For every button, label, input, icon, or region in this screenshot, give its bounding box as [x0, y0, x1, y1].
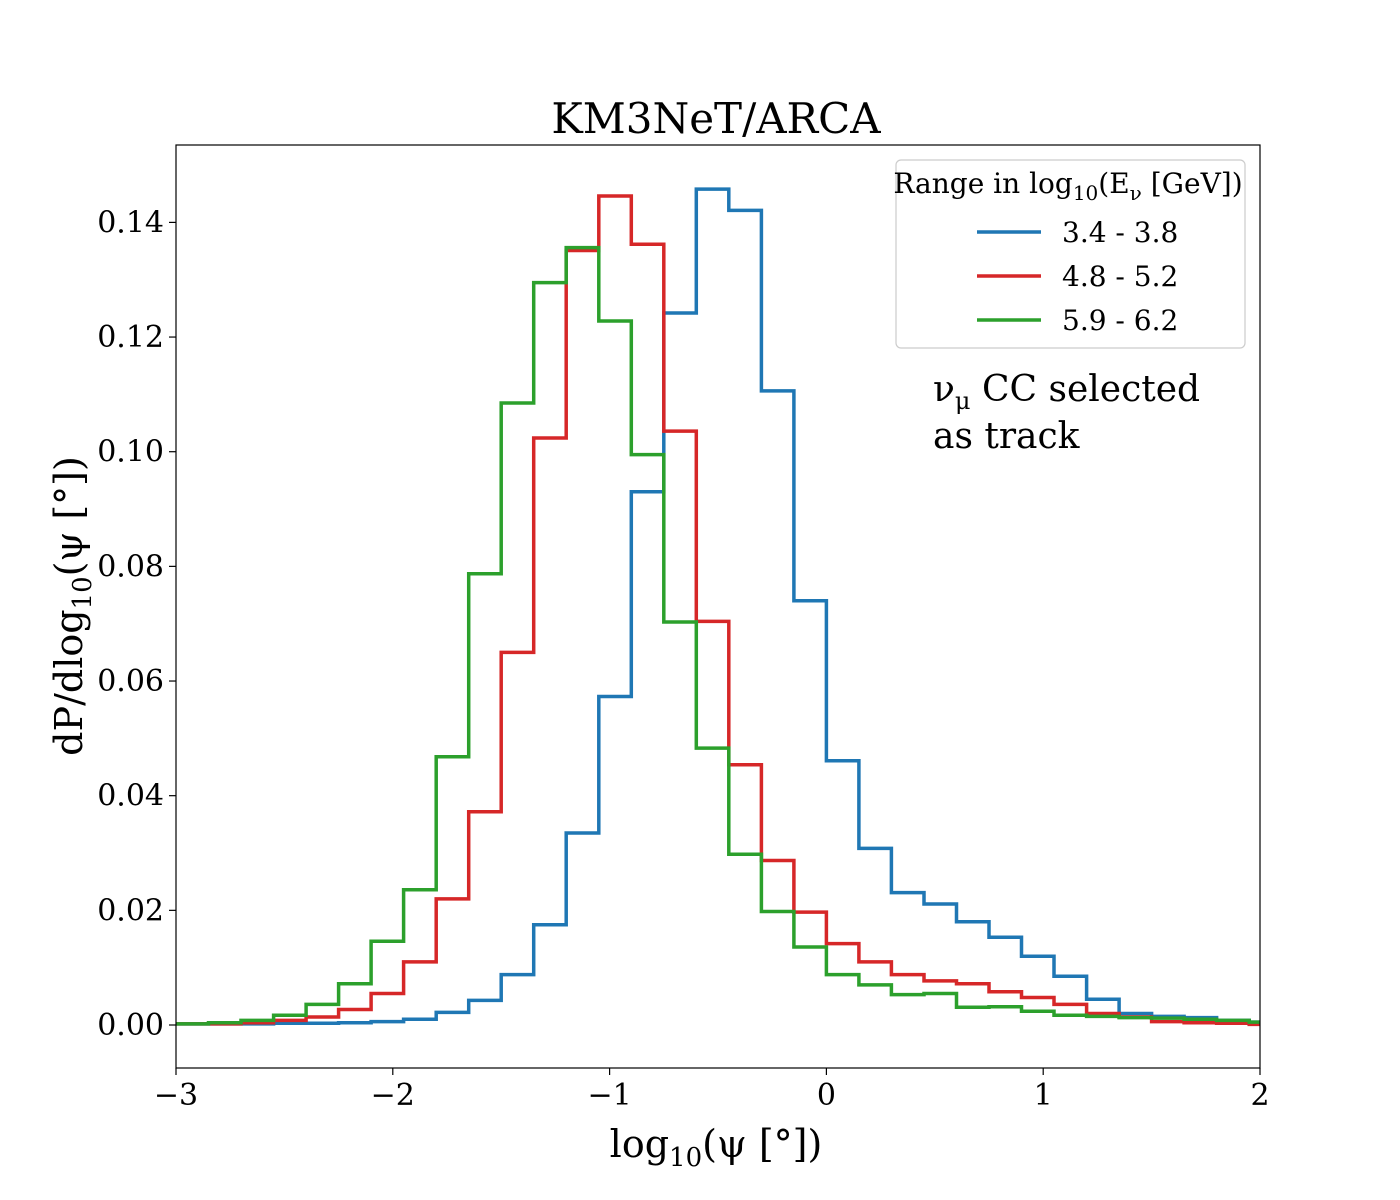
- series-layer: [176, 187, 1260, 1027]
- annotation-line-2: as track: [933, 416, 1081, 457]
- x-tick-label: −3: [154, 1078, 198, 1113]
- series-line-3: [176, 245, 1260, 1026]
- y-tick-label: 0.02: [97, 893, 164, 928]
- x-tick-label: 1: [1034, 1078, 1053, 1113]
- y-tick-label: 0.08: [97, 549, 164, 584]
- legend-label-1: 3.4 - 3.8: [1062, 216, 1178, 249]
- x-axis: −3 −2 −1 0 1 2: [154, 1068, 1270, 1113]
- x-tick-label: 0: [817, 1078, 836, 1113]
- y-tick-label: 0.06: [97, 664, 164, 699]
- legend-title: Range in log10(Eν [GeV]): [893, 167, 1242, 205]
- x-tick-label: −1: [587, 1078, 631, 1113]
- y-axis: 0.00 0.02 0.04 0.06 0.08 0.10 0.12 0.14: [97, 205, 176, 1043]
- y-tick-label: 0.14: [97, 205, 164, 240]
- chart-title: KM3NeT/ARCA: [551, 94, 881, 143]
- y-tick-label: 0.00: [97, 1008, 164, 1043]
- series-line-1: [176, 187, 1260, 1026]
- legend-label-2: 4.8 - 5.2: [1062, 260, 1178, 293]
- x-axis-label: log10(ψ [°]): [610, 1122, 823, 1173]
- x-tick-label: 2: [1250, 1078, 1269, 1113]
- plot-frame: [175, 144, 1261, 1069]
- x-tick-label: −2: [371, 1078, 415, 1113]
- annotation-line-1: νμ CC selected: [933, 369, 1200, 415]
- legend-label-3: 5.9 - 6.2: [1062, 304, 1178, 337]
- y-tick-label: 0.10: [97, 435, 164, 470]
- y-tick-label: 0.04: [97, 779, 164, 814]
- legend-box: [895, 159, 1246, 349]
- y-tick-label: 0.12: [97, 320, 164, 355]
- legend: Range in log10(Eν [GeV]) 3.4 - 3.8 4.8 - …: [893, 159, 1246, 349]
- y-axis-label: dP/dlog10(ψ [°]): [47, 456, 98, 756]
